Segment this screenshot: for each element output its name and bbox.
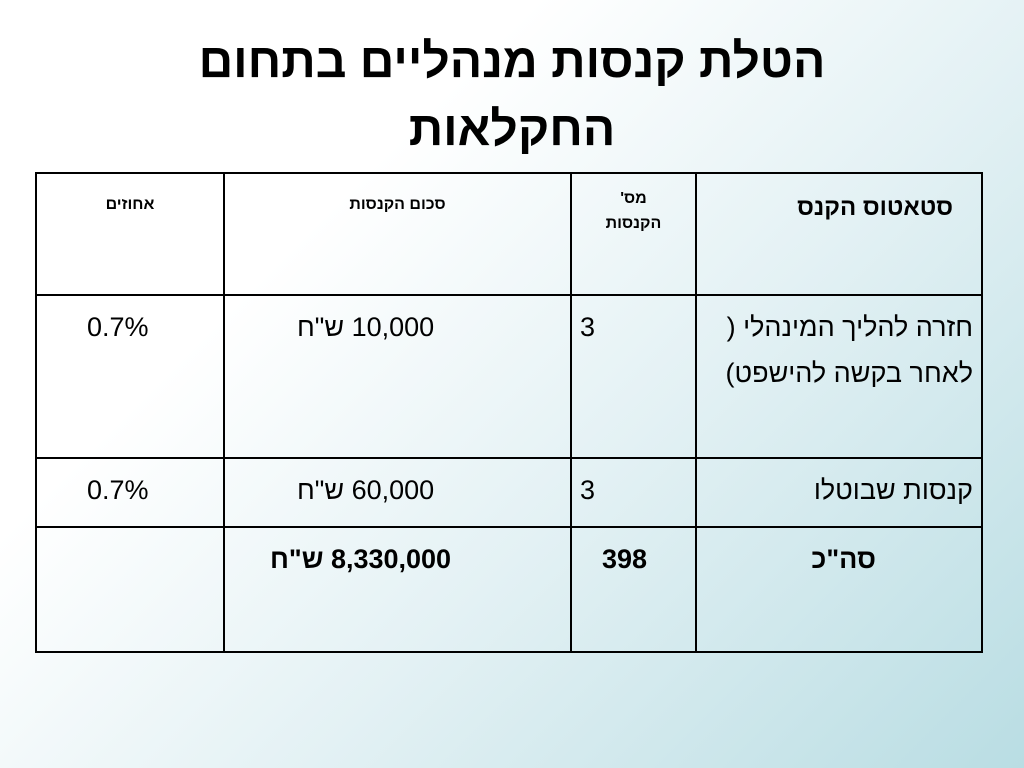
header-percent: אחוזים <box>35 172 225 296</box>
row-status: חזרה להליך המינהלי ( לאחר בקשה להישפט) <box>695 294 983 459</box>
row-percent-value: 0.7% <box>87 312 149 342</box>
row-status: קנסות שבוטלו <box>695 457 983 528</box>
row-count-value: 3 <box>580 475 596 505</box>
row-percent: 0.7% <box>35 294 225 459</box>
header-count-line-2: הקנסות <box>605 215 662 232</box>
row-percent: 0.7% <box>35 457 225 528</box>
total-label: סה"כ <box>695 526 983 653</box>
header-sum: סכום הקנסות <box>223 172 572 296</box>
row-count: 3 <box>570 294 697 459</box>
header-count: מס' הקנסות <box>570 172 697 296</box>
header-count-line-1: מס' <box>620 190 647 207</box>
row-sum: 10,000 ש"ח <box>223 294 572 459</box>
fines-table: סטאטוס הקנס מס' הקנסות סכום הקנסות אחוזי… <box>35 172 983 653</box>
total-count-value: 398 <box>602 544 648 574</box>
header-status: סטאטוס הקנס <box>695 172 983 296</box>
row-count: 3 <box>570 457 697 528</box>
row-sum: 60,000 ש"ח <box>223 457 572 528</box>
table-row: קנסות שבוטלו 3 60,000 ש"ח 0.7% <box>35 457 983 528</box>
row-percent-value: 0.7% <box>87 475 149 505</box>
total-count: 398 <box>570 526 697 653</box>
table-total-row: סה"כ 398 8,330,000 ש"ח <box>35 526 983 653</box>
total-percent <box>35 526 225 653</box>
slide-title-line-1: הטלת קנסות מנהליים בתחום <box>198 35 826 88</box>
slide-title: הטלת קנסות מנהליים בתחום החקלאות <box>0 28 1024 164</box>
row-count-value: 3 <box>580 312 596 342</box>
table-row: חזרה להליך המינהלי ( לאחר בקשה להישפט) 3… <box>35 294 983 459</box>
table-header-row: סטאטוס הקנס מס' הקנסות סכום הקנסות אחוזי… <box>35 172 983 296</box>
total-sum: 8,330,000 ש"ח <box>223 526 572 653</box>
slide-title-line-2: החקלאות <box>408 103 616 156</box>
